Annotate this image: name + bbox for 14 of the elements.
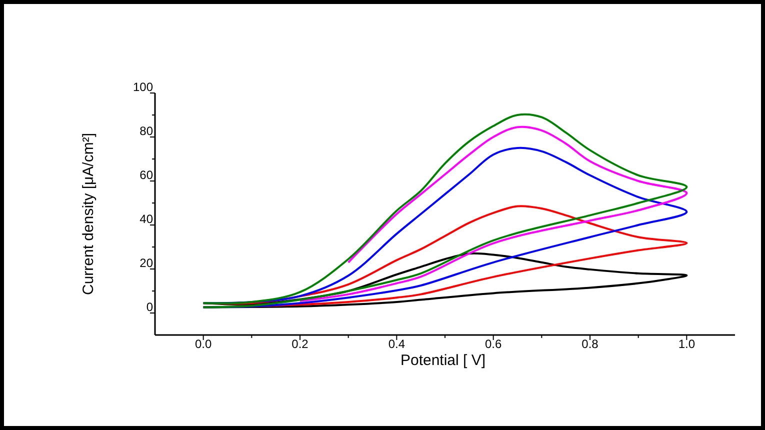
x-axis-title: Potential [ V] [400,352,486,369]
x-tick-label: 0.8 [582,337,599,351]
y-tick-label: 60 [140,168,154,182]
y-tick-label: 0 [146,300,154,314]
y-tick-label: 100 [132,80,154,94]
y-tick-label: 40 [140,212,154,226]
x-tick-label: 0.6 [484,337,502,351]
x-tick-label: 0.4 [388,337,406,351]
x-tick-label: 0.0 [194,337,212,351]
y-tick-label: 20 [140,256,154,270]
x-tick-label: 0.2 [292,337,309,351]
y-tick-label: 80 [140,124,154,138]
x-tick-label: 1.0 [678,337,696,351]
y-axis-title: Current density [μA/cm²] [80,132,97,296]
